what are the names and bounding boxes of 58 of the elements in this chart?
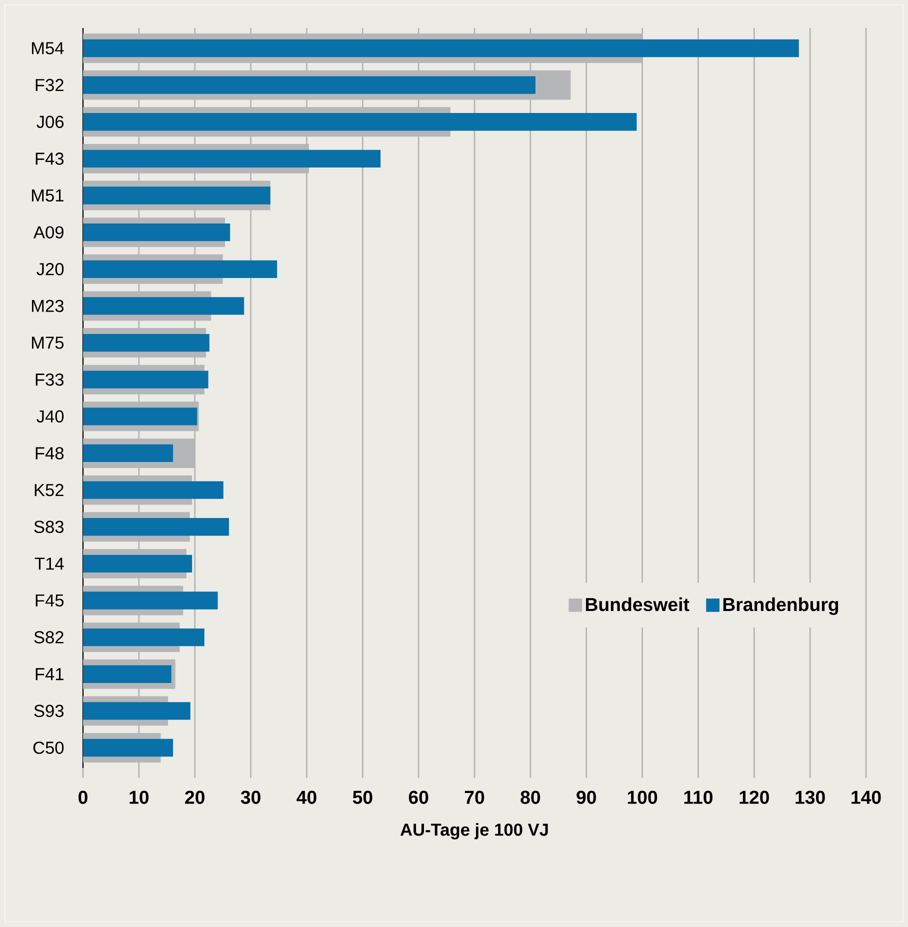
x-tick-label: 80 xyxy=(520,790,540,804)
y-tick-label: F43 xyxy=(36,152,64,165)
bar xyxy=(83,665,172,683)
bar xyxy=(83,76,536,94)
bar xyxy=(83,592,218,610)
legend-label: Brandenburg xyxy=(723,597,838,615)
bar xyxy=(83,297,244,315)
bar xyxy=(83,628,204,646)
y-tick-label: F48 xyxy=(36,447,64,460)
y-tick-label: A09 xyxy=(33,226,64,238)
y-tick-label: F45 xyxy=(36,594,64,607)
x-tick-label: 100 xyxy=(628,790,658,804)
y-tick-label: C50 xyxy=(33,742,64,754)
x-tick-label: 30 xyxy=(240,790,260,804)
x-tick-label: 110 xyxy=(684,790,713,804)
x-tick-label: 140 xyxy=(852,790,881,804)
y-tick-label: J20 xyxy=(36,263,64,276)
y-tick-label: M75 xyxy=(32,336,64,349)
y-tick-label: M23 xyxy=(32,300,64,312)
y-tick-label: S93 xyxy=(34,704,64,718)
bar xyxy=(83,702,190,720)
x-tick-label: 40 xyxy=(296,790,316,804)
x-tick-label: 20 xyxy=(185,790,204,804)
bar xyxy=(83,481,224,499)
x-tick-label: 120 xyxy=(740,790,769,804)
y-tick-label: M54 xyxy=(32,42,64,54)
y-tick-label: F32 xyxy=(36,78,64,92)
bar xyxy=(83,186,270,204)
x-tick-label: 50 xyxy=(352,790,372,804)
bar xyxy=(83,113,637,131)
bar xyxy=(83,223,230,242)
y-tick-label: K52 xyxy=(34,484,64,496)
y-tick-label: J40 xyxy=(36,410,64,423)
x-tick-label: 90 xyxy=(576,790,596,804)
x-tick-label: 130 xyxy=(796,790,825,804)
x-tick-label: 70 xyxy=(464,790,484,804)
bar xyxy=(83,554,192,573)
y-tick-label: F41 xyxy=(36,668,64,680)
bar xyxy=(83,334,210,352)
bar xyxy=(83,150,381,168)
bar xyxy=(83,518,229,536)
y-tick-label: M51 xyxy=(32,189,64,202)
y-tick-label: S82 xyxy=(34,631,64,644)
y-tick-label: F33 xyxy=(36,373,64,386)
bar xyxy=(83,738,174,757)
bar xyxy=(83,39,799,58)
bar xyxy=(83,408,198,426)
x-tick-label: 10 xyxy=(130,790,149,804)
legend-label: Bundesweit xyxy=(586,597,690,612)
y-tick-label: S83 xyxy=(34,520,64,533)
y-tick-label: J06 xyxy=(36,116,64,128)
bar xyxy=(83,444,174,462)
y-tick-label: T14 xyxy=(34,558,64,570)
bar xyxy=(83,260,278,278)
x-tick-label: 60 xyxy=(408,790,428,804)
bar xyxy=(83,370,208,388)
x-tick-label: 0 xyxy=(78,790,88,804)
x-axis-title: AU-Tage je 100 VJ xyxy=(400,823,548,840)
